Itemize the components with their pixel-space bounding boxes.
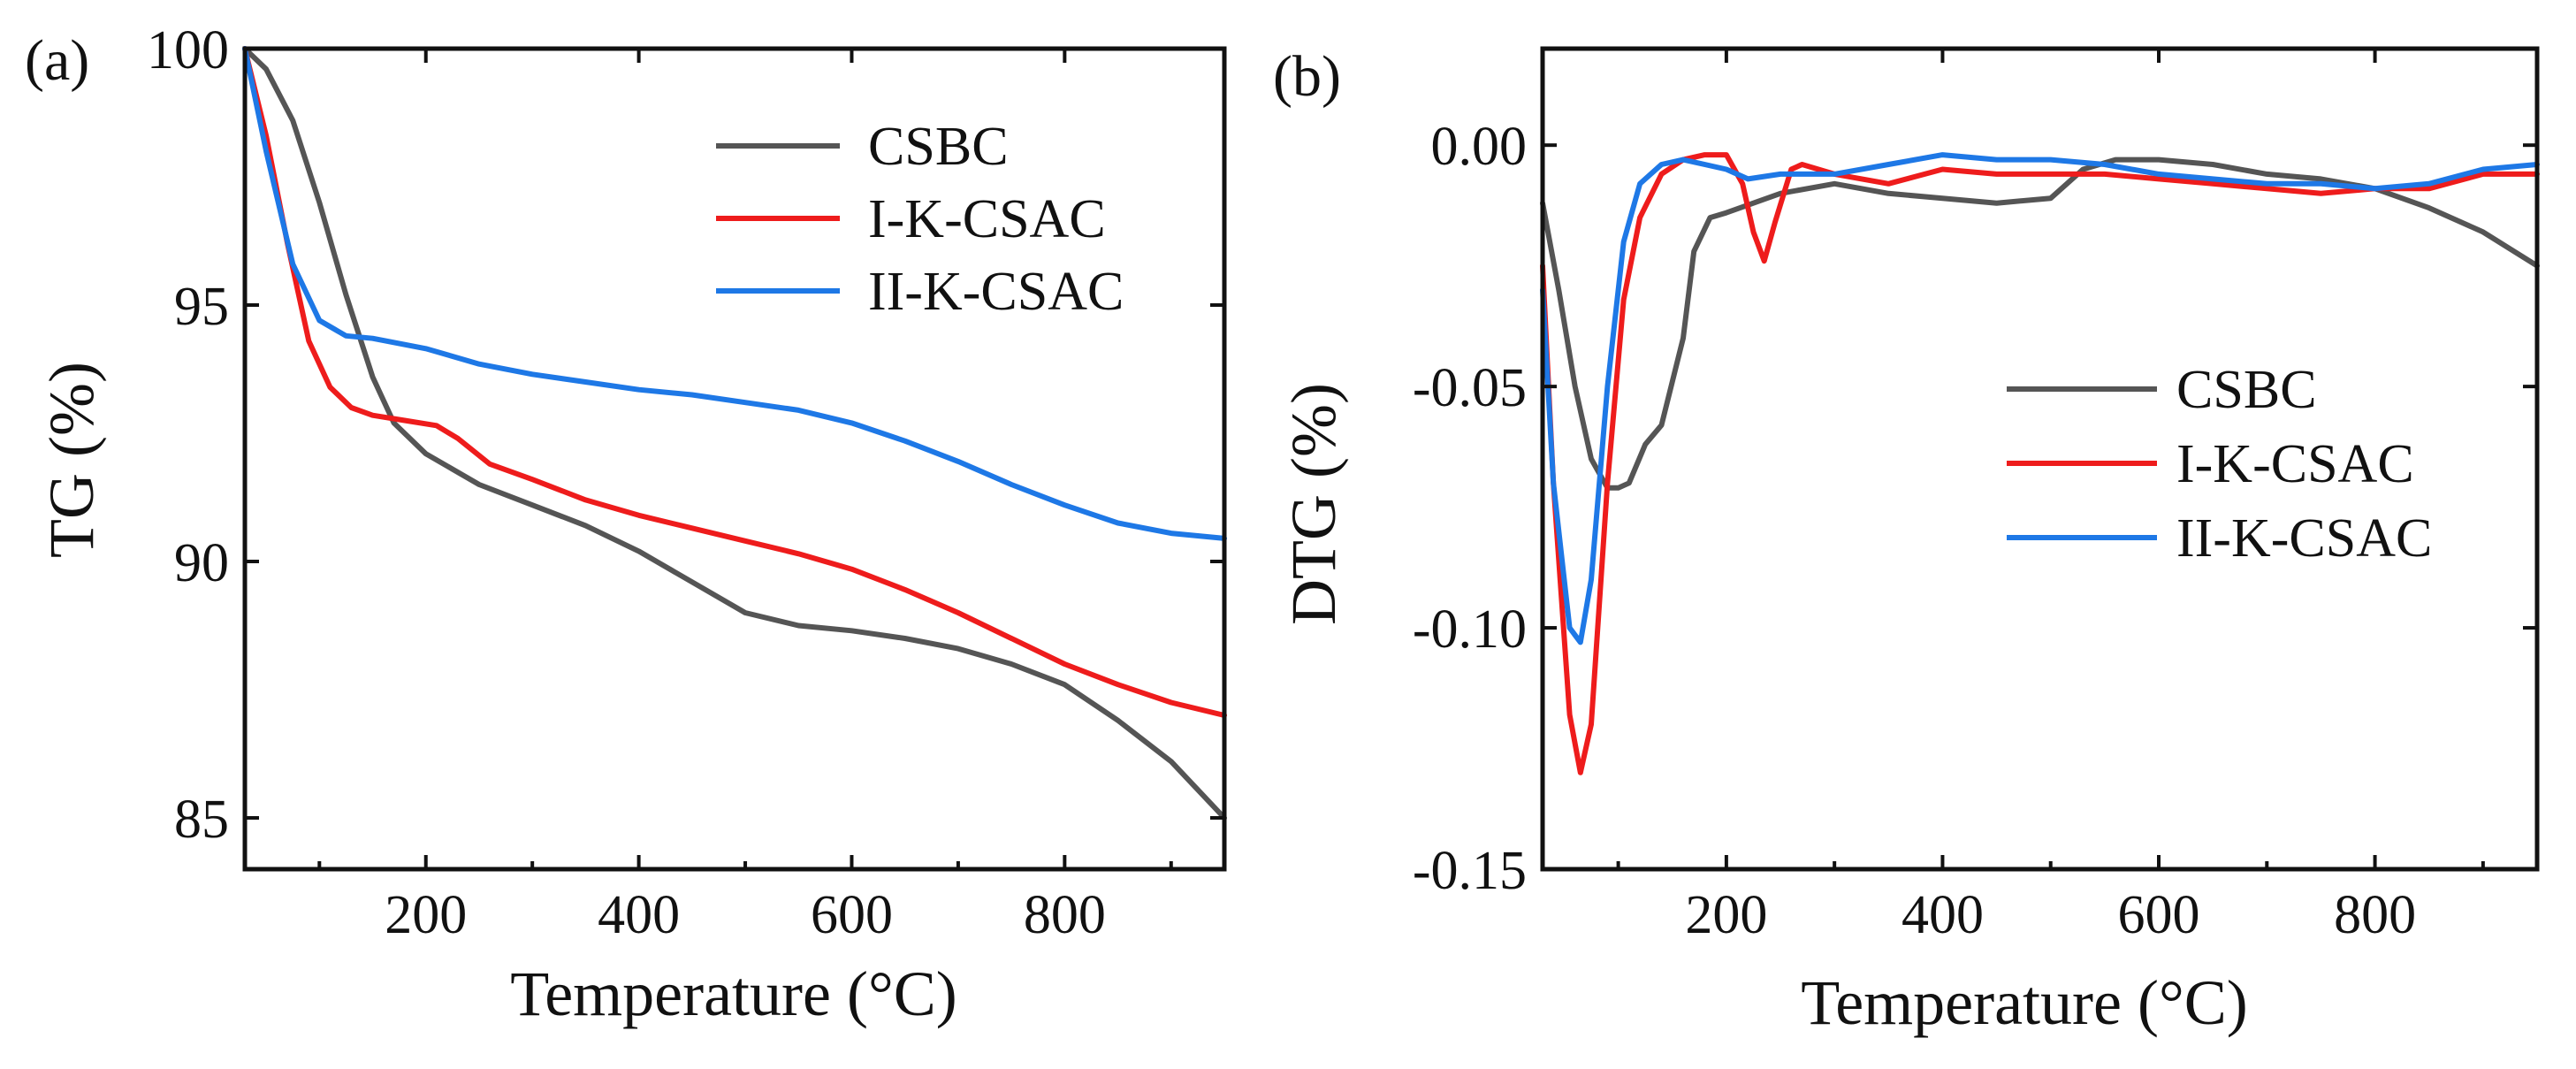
x-tick-label: 200 <box>385 885 467 945</box>
panel-b-legend: CSBC I-K-CSAC II-K-CSAC <box>2007 360 2432 569</box>
legend-label-i-k-csac: I-K-CSAC <box>868 189 1106 249</box>
y-tick-label: -0.05 <box>1413 358 1527 418</box>
panel-a-x-axis-title: Temperature (°C) <box>510 958 957 1029</box>
panel-a-series-ii-k-csac <box>242 46 1227 541</box>
panel-a-legend: CSBC I-K-CSAC II-K-CSAC <box>716 117 1124 322</box>
y-tick-label: 0.00 <box>1431 117 1528 177</box>
panel-a-series-group <box>242 46 1227 821</box>
x-tick-label: 200 <box>1685 885 1767 945</box>
y-tick-label: -0.15 <box>1413 841 1527 901</box>
panel-b-dtg-chart: (b) 200 400 600 800 0.00 -0.05 -0.10 -0.15 Temp… <box>1273 44 2540 1038</box>
x-tick-label: 400 <box>598 885 680 945</box>
panel-b-series-csbc <box>1540 157 2540 491</box>
y-tick-label: 85 <box>174 790 229 850</box>
panel-a-series-csbc <box>242 46 1227 821</box>
panel-b-series-ii-k-csac <box>1540 152 2540 645</box>
y-tick-label: 95 <box>174 277 229 337</box>
x-tick-label: 600 <box>811 885 893 945</box>
legend-label-ii-k-csac: II-K-CSAC <box>868 262 1124 322</box>
panel-b-x-axis-title: Temperature (°C) <box>1801 967 2248 1038</box>
x-tick-label: 800 <box>2334 885 2416 945</box>
x-tick-label: 800 <box>1024 885 1106 945</box>
panel-a-plot-frame <box>242 46 1227 872</box>
panel-b-y-axis-title: DTG (%) <box>1278 383 1349 625</box>
x-tick-label: 600 <box>2118 885 2200 945</box>
legend-label-csbc: CSBC <box>2176 360 2317 420</box>
panel-a-label: (a) <box>25 28 89 93</box>
panel-a-tg-chart: (a) 200 400 600 800 85 90 95 100 Temperature (°… <box>25 20 1227 1029</box>
panel-b-plot-frame <box>1540 46 2540 872</box>
legend-label-ii-k-csac: II-K-CSAC <box>2176 508 2432 569</box>
panel-b-series-group <box>1540 152 2540 775</box>
legend-label-i-k-csac: I-K-CSAC <box>2176 434 2414 494</box>
y-tick-label: 90 <box>174 533 229 593</box>
panel-b-ticks: 200 400 600 800 0.00 -0.05 -0.10 -0.15 <box>1413 49 2537 945</box>
panel-b-label: (b) <box>1273 44 1341 109</box>
panel-a-ticks: 200 400 600 800 85 90 95 100 <box>147 20 1224 945</box>
panel-b-series-i-k-csac <box>1540 152 2540 775</box>
x-tick-label: 400 <box>1902 885 1984 945</box>
y-tick-label: 100 <box>147 20 229 80</box>
legend-label-csbc: CSBC <box>868 117 1009 177</box>
panel-a-y-axis-title: TG (%) <box>36 362 107 558</box>
y-tick-label: -0.10 <box>1413 599 1527 660</box>
panel-a-series-i-k-csac <box>242 46 1227 718</box>
